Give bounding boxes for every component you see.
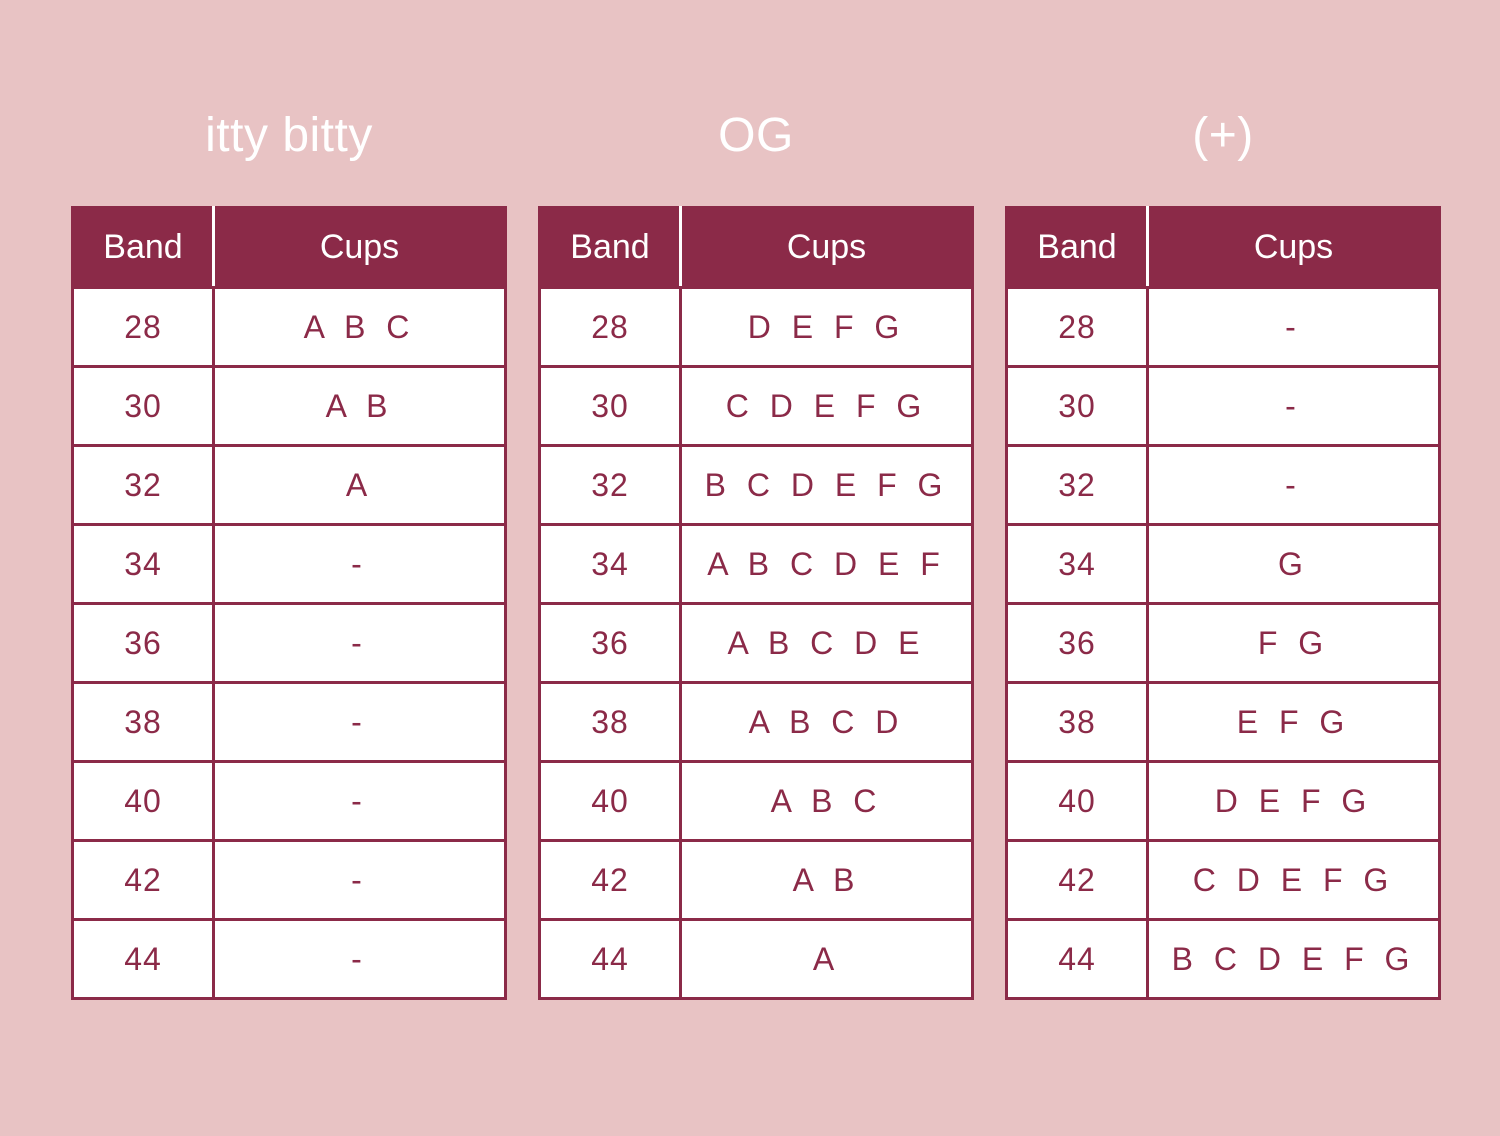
table-row: 28 A B C [71,286,507,368]
band-cell: 30 [538,365,682,447]
table-row: 42- [71,839,507,921]
cups-cell: C D E F G [1146,839,1441,921]
cups-column-header: Cups [1146,206,1441,289]
header-row: Band Cups [71,206,507,289]
table-row: 38- [71,681,507,763]
table-row: 40 A B C [538,760,974,842]
band-cell: 40 [538,760,682,842]
table-row: 36- [71,602,507,684]
cups-cell: A B C D E [679,602,974,684]
cups-cell: A [212,444,507,526]
band-cell: 38 [1005,681,1149,763]
cups-cell: - [212,839,507,921]
table-row: 34 A B C D E F [538,523,974,605]
band-cell: 28 [538,286,682,368]
table-row: 34- [71,523,507,605]
group-title: OG [718,109,794,162]
table-row: 44 B C D E F G [1005,918,1441,1000]
table-row: 38 E F G [1005,681,1441,763]
table-row: 28 D E F G [538,286,974,368]
band-cell: 36 [71,602,215,684]
cups-cell: A B C D E F [679,523,974,605]
table-row: 42 C D E F G [1005,839,1441,921]
size-table: Band Cups 28 D E F G 30 C D E F G 32 B C D E F … [538,206,974,1000]
cups-cell: - [212,918,507,1000]
table-row: 30- [1005,365,1441,447]
table-row: 32- [1005,444,1441,526]
band-cell: 30 [1005,365,1149,447]
table-row: 42 A B [538,839,974,921]
cups-cell: - [212,681,507,763]
band-cell: 28 [71,286,215,368]
cups-cell: C D E F G [679,365,974,447]
cups-column-header: Cups [679,206,974,289]
band-cell: 32 [1005,444,1149,526]
cups-cell: A B C [679,760,974,842]
band-cell: 42 [538,839,682,921]
table-row: 40 D E F G [1005,760,1441,842]
group-title: (+) [1192,109,1254,162]
cups-cell: F G [1146,602,1441,684]
cups-cell: B C D E F G [1146,918,1441,1000]
band-cell: 44 [1005,918,1149,1000]
band-cell: 36 [1005,602,1149,684]
cups-cell: - [212,760,507,842]
band-column-header: Band [1005,206,1149,289]
cups-column-header: Cups [212,206,507,289]
band-cell: 30 [71,365,215,447]
header-row: Band Cups [1005,206,1441,289]
band-cell: 42 [1005,839,1149,921]
band-cell: 36 [538,602,682,684]
band-cell: 44 [71,918,215,1000]
band-cell: 38 [71,681,215,763]
table-row: 28- [1005,286,1441,368]
cups-cell: - [1146,444,1441,526]
size-table: Band Cups 28 A B C 30 A B 32 A 34-36-38-40-42-44… [71,206,507,1000]
cups-cell: A [679,918,974,1000]
table-row: 32 A [71,444,507,526]
cups-cell: D E F G [679,286,974,368]
table-row: 36 A B C D E [538,602,974,684]
band-cell: 42 [71,839,215,921]
size-table: Band Cups 28-30-32-34 G 36 F G 38 E F G 40 D E F … [1005,206,1441,1000]
band-cell: 34 [1005,523,1149,605]
table-row: 32 B C D E F G [538,444,974,526]
table-row: 36 F G [1005,602,1441,684]
table-row: 40- [71,760,507,842]
cups-cell: - [1146,286,1441,368]
table-row: 44- [71,918,507,1000]
table-row: 30 C D E F G [538,365,974,447]
table-row: 44 A [538,918,974,1000]
band-cell: 44 [538,918,682,1000]
cups-cell: A B C D [679,681,974,763]
band-cell: 34 [538,523,682,605]
cups-cell: A B [679,839,974,921]
cups-cell: A B [212,365,507,447]
table-row: 38 A B C D [538,681,974,763]
cups-cell: E F G [1146,681,1441,763]
cups-cell: - [212,602,507,684]
cups-cell: - [1146,365,1441,447]
band-cell: 32 [71,444,215,526]
table-row: 34 G [1005,523,1441,605]
band-cell: 40 [1005,760,1149,842]
band-cell: 34 [71,523,215,605]
cups-cell: B C D E F G [679,444,974,526]
cups-cell: G [1146,523,1441,605]
band-cell: 28 [1005,286,1149,368]
band-cell: 38 [538,681,682,763]
band-cell: 32 [538,444,682,526]
band-column-header: Band [538,206,682,289]
header-row: Band Cups [538,206,974,289]
group-title: itty bitty [205,109,373,162]
band-cell: 40 [71,760,215,842]
cups-cell: - [212,523,507,605]
cups-cell: D E F G [1146,760,1441,842]
cups-cell: A B C [212,286,507,368]
table-row: 30 A B [71,365,507,447]
band-column-header: Band [71,206,215,289]
